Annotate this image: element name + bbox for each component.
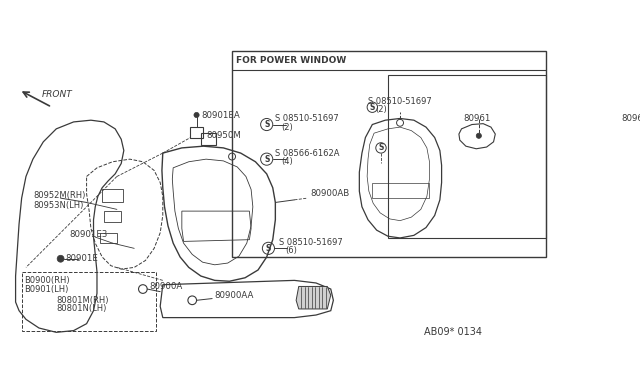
Text: S: S xyxy=(378,143,383,153)
Circle shape xyxy=(194,112,199,118)
Polygon shape xyxy=(296,286,331,309)
Text: 80801N(LH): 80801N(LH) xyxy=(56,304,107,314)
Text: S: S xyxy=(370,103,375,112)
Text: FOR POWER WINDOW: FOR POWER WINDOW xyxy=(236,56,346,65)
Text: 80901E: 80901E xyxy=(65,254,98,263)
Bar xyxy=(388,75,546,238)
Text: S 08510-51697: S 08510-51697 xyxy=(275,114,339,123)
Bar xyxy=(232,51,546,257)
Text: S: S xyxy=(264,155,269,164)
Text: S 08510-51697: S 08510-51697 xyxy=(279,238,342,247)
Bar xyxy=(191,127,203,138)
Text: (2): (2) xyxy=(375,105,387,114)
Text: S: S xyxy=(266,244,271,253)
Bar xyxy=(104,211,121,221)
Text: B0900(RH): B0900(RH) xyxy=(24,276,70,285)
Text: 80900AB: 80900AB xyxy=(310,189,349,198)
Text: 80950M: 80950M xyxy=(206,131,241,140)
Bar xyxy=(102,189,123,202)
Text: S 08510-51697: S 08510-51697 xyxy=(368,97,432,106)
Text: 80901EA: 80901EA xyxy=(201,111,239,121)
Text: (6): (6) xyxy=(285,246,297,256)
Text: (4): (4) xyxy=(282,157,293,166)
Text: AB09* 0134: AB09* 0134 xyxy=(424,327,483,337)
Text: 80960: 80960 xyxy=(621,114,640,123)
Bar xyxy=(201,133,216,145)
Text: S: S xyxy=(264,120,269,129)
Text: 80952M(RH): 80952M(RH) xyxy=(33,191,85,200)
Text: S 08566-6162A: S 08566-6162A xyxy=(275,148,340,158)
Text: 80900A: 80900A xyxy=(149,282,182,291)
Text: B0901(LH): B0901(LH) xyxy=(24,285,68,294)
Text: (2): (2) xyxy=(282,123,293,132)
Text: 80900AA: 80900AA xyxy=(215,291,254,299)
Text: 80953N(LH): 80953N(LH) xyxy=(33,201,83,209)
Text: 80961: 80961 xyxy=(463,114,491,123)
Circle shape xyxy=(57,255,64,262)
Bar xyxy=(22,272,156,331)
Bar xyxy=(100,233,117,243)
Text: 80801M(RH): 80801M(RH) xyxy=(56,296,109,305)
Circle shape xyxy=(476,133,481,138)
Text: 80901E3: 80901E3 xyxy=(69,230,108,239)
Text: FRONT: FRONT xyxy=(42,90,72,99)
